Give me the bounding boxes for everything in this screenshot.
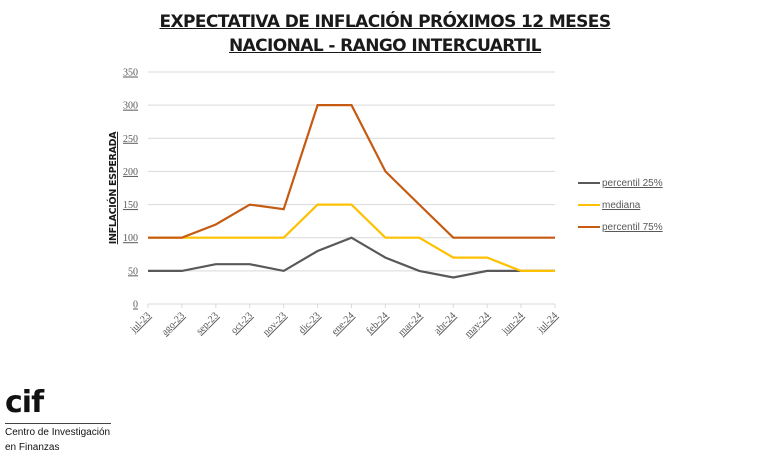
cif-logo: cif Centro de Investigación en Finanzas: [5, 388, 111, 454]
x-tick-label: jul-23: [128, 310, 153, 335]
x-tick-label: mar-24: [396, 310, 424, 338]
chart-subtitle: NACIONAL - RANGO INTERCUARTIL: [229, 36, 542, 56]
y-axis-ticks: 0 50 100 150 200 250 300 350: [123, 68, 138, 311]
legend: percentil 25% mediana percentil 75%: [578, 172, 663, 238]
y-tick-label: 0: [133, 300, 138, 311]
x-tick-label: ene-24: [330, 310, 357, 337]
x-tick-label: dic-23: [297, 310, 323, 336]
legend-item-p75: percentil 75%: [578, 216, 663, 238]
series-line-percentil-75-: [148, 103, 555, 239]
x-tick-label: jul-24: [535, 310, 560, 335]
legend-item-p25: percentil 25%: [578, 172, 663, 194]
x-tick-label: feb-24: [364, 310, 390, 336]
x-tick-label: abr-24: [432, 310, 458, 336]
series-line-mediana: [148, 203, 555, 272]
x-tick-label: jun-24: [499, 310, 526, 337]
legend-item-mediana: mediana: [578, 194, 663, 216]
y-tick-label: 50: [128, 266, 138, 277]
logo-line-2: en Finanzas: [5, 442, 60, 453]
y-tick-label: 350: [123, 68, 138, 79]
gridlines: [148, 71, 555, 272]
legend-label-p75: percentil 75%: [602, 221, 663, 233]
x-tick-label: sep-23: [194, 310, 221, 337]
y-axis-label: INFLACIÓN ESPERADA: [107, 131, 119, 244]
x-tick-label: may-24: [463, 310, 492, 339]
legend-swatch-p25: [578, 182, 600, 184]
y-tick-label: 250: [123, 134, 138, 145]
legend-swatch-p75: [578, 226, 600, 228]
x-tick-label: oct-23: [229, 310, 255, 336]
logo-mark: cif: [5, 385, 44, 420]
y-tick-label: 150: [123, 200, 138, 211]
chart-title: EXPECTATIVA DE INFLACIÓN PRÓXIMOS 12 MES…: [159, 12, 612, 32]
x-axis-ticks: jul-23 ago-23 sep-23 oct-23 nov-23 dic-23 ene-…: [128, 310, 560, 339]
x-tick-label: ago-23: [160, 310, 187, 337]
legend-label-mediana: mediana: [602, 199, 641, 211]
x-tick-label: nov-23: [261, 310, 289, 338]
legend-swatch-mediana: [578, 204, 600, 206]
x-axis: [147, 303, 556, 308]
y-tick-label: 100: [123, 233, 138, 244]
series-line-percentil-25-: [148, 236, 555, 279]
logo-line-1: Centro de Investigación: [5, 427, 111, 438]
y-tick-label: 200: [123, 167, 138, 178]
y-tick-label: 300: [123, 101, 138, 112]
series-lines: [148, 103, 555, 279]
legend-label-p25: percentil 25%: [602, 177, 663, 189]
logo-divider: [5, 423, 111, 424]
